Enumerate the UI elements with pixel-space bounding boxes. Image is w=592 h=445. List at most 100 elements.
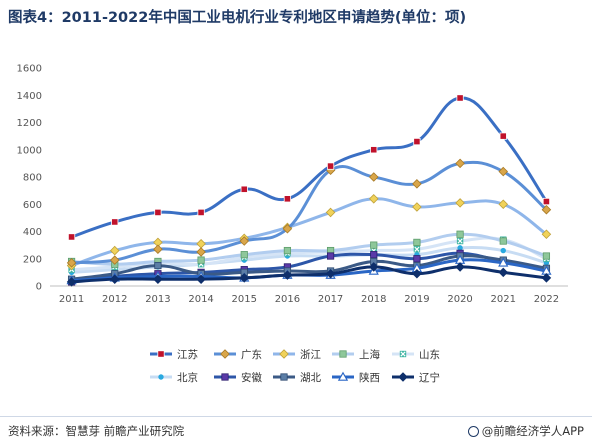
y-tick-label: 800 (23, 173, 42, 184)
data-point (282, 224, 293, 234)
data-point (455, 158, 465, 169)
data-point (240, 185, 248, 193)
data-point (283, 195, 292, 203)
data-point (456, 94, 464, 102)
legend-label: 辽宁 (419, 371, 440, 384)
x-tick-label: 2021 (491, 294, 516, 305)
data-point (196, 238, 206, 249)
y-tick-label: 1000 (17, 145, 42, 156)
data-point (498, 166, 509, 177)
data-point (239, 273, 250, 283)
x-tick-label: 2020 (447, 294, 472, 305)
data-point (154, 261, 162, 270)
x-tick-label: 2014 (188, 294, 213, 305)
data-point (368, 172, 379, 182)
y-tick-label: 1200 (17, 118, 42, 129)
data-point (239, 236, 250, 246)
data-point (196, 274, 206, 284)
data-point (325, 207, 336, 218)
data-point (412, 179, 422, 189)
y-tick-label: 200 (23, 254, 42, 265)
data-point (498, 257, 509, 267)
credit: @前瞻经济学人APP (467, 423, 584, 439)
data-point (325, 268, 336, 279)
data-point (282, 270, 293, 280)
data-point (368, 194, 379, 204)
data-point (457, 245, 463, 251)
data-point (413, 255, 421, 263)
source-note: 资料来源：智慧芽 前瞻产业研究院 (8, 424, 185, 438)
legend-marker (337, 371, 349, 381)
credit-text: @前瞻经济学人APP (481, 424, 584, 438)
x-tick-label: 2013 (145, 294, 170, 305)
data-point (197, 256, 205, 264)
legend-label: 北京 (177, 371, 198, 384)
x-tick-label: 2012 (102, 294, 127, 305)
data-point (109, 274, 120, 284)
data-point (370, 251, 378, 259)
data-point (240, 251, 248, 259)
series-line-8 (70, 254, 548, 281)
data-point (413, 137, 421, 146)
data-point (500, 247, 506, 254)
legend-marker (220, 349, 230, 359)
data-point (326, 162, 335, 170)
x-tick-label: 2016 (275, 294, 300, 305)
data-point (326, 252, 335, 260)
legend-label: 江苏 (177, 348, 198, 361)
y-tick-label: 600 (23, 200, 42, 211)
line-chart: 0 200 400 600 800 1000 1200 1400 1600 2011 2012 201… (17, 64, 568, 384)
data-point (66, 258, 77, 268)
data-point (66, 277, 77, 287)
data-point (412, 202, 422, 212)
y-tick-label: 1400 (17, 91, 42, 102)
legend-marker (157, 350, 165, 358)
legend-marker (158, 374, 164, 380)
chart-title: 图表4：2011-2022年中国工业电机行业专利地区申请趋势(单位：项) (8, 10, 467, 26)
y-tick-label: 400 (23, 227, 42, 238)
data-point (541, 229, 552, 239)
legend-label: 湖北 (300, 372, 321, 384)
legend-label: 上海 (359, 348, 380, 361)
y-tick-label: 1600 (17, 64, 42, 75)
data-point (455, 198, 465, 208)
data-point (283, 246, 292, 255)
data-point (456, 237, 464, 245)
data-point (370, 146, 378, 154)
data-point (456, 230, 464, 238)
data-point (499, 132, 507, 140)
legend-marker (279, 349, 289, 359)
data-point (153, 274, 163, 284)
data-point (541, 204, 552, 215)
x-tick-label: 2018 (361, 294, 386, 305)
data-point (154, 208, 162, 217)
data-point (197, 208, 205, 217)
legend-label: 浙江 (300, 349, 321, 361)
data-point (196, 247, 206, 257)
legend-marker (399, 350, 407, 358)
data-point (109, 245, 120, 256)
legend-marker (280, 373, 288, 381)
legend-label: 安徽 (241, 371, 262, 384)
data-point (498, 199, 509, 210)
data-point (109, 255, 120, 265)
logo-icon (467, 426, 479, 437)
data-point (370, 241, 378, 249)
legend-marker (339, 350, 347, 358)
data-point (413, 246, 421, 253)
data-point (498, 267, 509, 278)
data-point (111, 218, 119, 226)
data-point (412, 268, 422, 279)
legend-marker (398, 372, 408, 382)
series-line-4 (70, 232, 548, 266)
data-point (455, 262, 465, 272)
legend-label: 广东 (241, 348, 262, 361)
legend-marker (221, 373, 229, 381)
series-line-1 (70, 96, 548, 239)
x-tick-label: 2015 (232, 294, 257, 305)
x-tick-label: 2011 (59, 294, 84, 305)
data-point (368, 262, 379, 272)
x-tick-label: 2019 (404, 294, 429, 305)
legend-label: 山东 (419, 348, 440, 361)
